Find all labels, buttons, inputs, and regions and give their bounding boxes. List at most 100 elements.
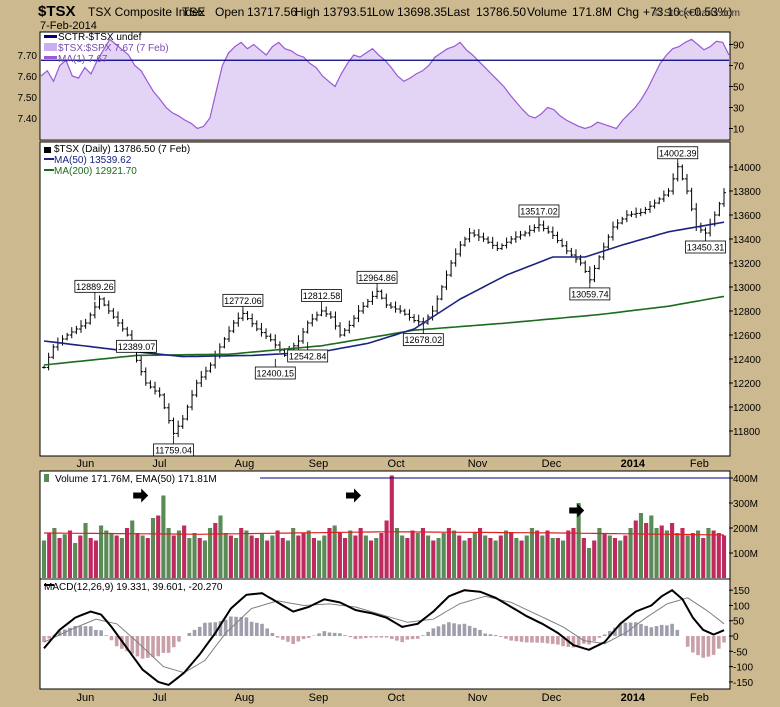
volume-bar	[93, 540, 98, 578]
volume-bar	[285, 540, 291, 578]
volume-bar	[384, 520, 389, 578]
annotation-label: 14002.39	[659, 148, 697, 158]
macd-histogram-bar	[592, 636, 597, 642]
macd-histogram-bar	[452, 623, 456, 637]
ma50-line	[43, 221, 725, 358]
macd-histogram-bar	[421, 635, 425, 637]
month-label: Sep	[309, 458, 329, 470]
volume-bar	[296, 535, 301, 578]
macd-histogram-bar	[504, 636, 508, 639]
macd-histogram-bar	[608, 631, 612, 637]
macd-histogram-bar	[338, 633, 342, 637]
volume-bar	[503, 530, 509, 578]
macd-histogram-bar	[197, 626, 202, 637]
annotation-box	[153, 443, 194, 457]
volume-bar	[176, 530, 182, 578]
macd-histogram-bar	[306, 636, 311, 638]
ratio-legend-swatch	[44, 43, 57, 51]
annotation-box	[74, 279, 116, 293]
volume-bar	[249, 535, 254, 578]
volume-tick-label: 400M	[733, 474, 758, 485]
annotation-label: 12889.26	[76, 282, 114, 292]
macd-histogram-bar	[255, 622, 259, 637]
macd-histogram-bar	[514, 636, 519, 642]
volume-bar	[457, 535, 462, 578]
macd-histogram-bar	[234, 616, 238, 637]
volume-bar	[41, 540, 47, 578]
macd-histogram-bar	[177, 636, 181, 642]
price-legend-swatch	[44, 147, 51, 153]
month-label-bottom: Oct	[388, 692, 405, 704]
ma50-legend-swatch	[44, 158, 54, 160]
volume-bar	[358, 528, 363, 578]
sctr-left-tick-label: 7.60	[18, 72, 38, 83]
macd-histogram-bar	[291, 636, 295, 644]
macd-histogram-bar	[649, 627, 654, 637]
volume-bar	[586, 548, 592, 578]
volume-bar	[197, 538, 202, 578]
volume-legend: Volume 171.76M, EMA(50) 171.81M	[55, 474, 217, 485]
annotation-label: 13517.02	[520, 206, 558, 216]
sctr-right-tick-label: 90	[733, 41, 745, 52]
price-tick-label: 13200	[733, 259, 761, 270]
volume-tick-label: 100M	[733, 549, 758, 560]
ma200-line	[43, 295, 725, 366]
high-value: 13793.51	[323, 5, 373, 19]
macd-tick-label: 100	[733, 601, 750, 612]
macd-histogram-bar	[509, 636, 513, 641]
price-legend-title: $TSX (Daily) 13786.50 (7 Feb)	[54, 144, 190, 155]
volume-bar	[301, 533, 306, 578]
arrow-icon	[569, 503, 585, 518]
annotation-label: 13450.31	[687, 243, 725, 253]
macd-histogram-bar	[218, 620, 223, 637]
volume-bar	[99, 525, 104, 578]
annotation-label: 12964.86	[358, 273, 396, 283]
month-label: Jul	[152, 458, 166, 470]
macd-histogram-bar	[431, 628, 436, 637]
volume-bar	[322, 535, 327, 578]
macd-histogram-bar	[239, 617, 244, 637]
volume-bar	[509, 533, 514, 578]
month-label: Dec	[542, 458, 562, 470]
price-tick-label: 12200	[733, 379, 761, 390]
volume-bar	[156, 515, 161, 578]
volume-bar	[73, 543, 78, 578]
macd-histogram-bar	[426, 631, 430, 637]
macd-histogram-bar	[530, 636, 534, 643]
volume-bar	[612, 538, 618, 578]
price-tick-label: 11800	[733, 427, 761, 438]
macd-histogram-bar	[151, 636, 155, 658]
macd-histogram-bar	[654, 626, 659, 637]
volume-bar	[654, 528, 659, 578]
macd-histogram-bar	[473, 627, 477, 637]
annotation-label: 12389.07	[118, 342, 156, 352]
volume-bar	[379, 533, 384, 578]
volume-bar	[581, 538, 586, 578]
macd-histogram-bar	[447, 622, 451, 637]
macd-histogram-bar	[374, 636, 379, 638]
month-label-bottom: Dec	[542, 692, 562, 704]
volume-tick-label: 300M	[733, 499, 758, 510]
macd-histogram-bar	[665, 625, 669, 637]
sctr-left-tick-label: 7.70	[18, 51, 38, 62]
volume-bar	[462, 540, 467, 578]
volume-bar	[67, 530, 73, 578]
volume-bar	[145, 538, 150, 578]
volume-bar	[208, 528, 213, 578]
price-tick-label: 13800	[733, 187, 761, 198]
macd-panel: 150 100 50 0 -50 -100 -150 MACD(12,26,9) 19.33…	[39, 578, 753, 690]
macd-histogram-bar	[467, 625, 472, 637]
volume-bar	[441, 533, 446, 578]
volume-bar	[607, 535, 612, 578]
volume-bar	[223, 533, 228, 578]
month-label: Nov	[468, 458, 488, 470]
annotation-label: 12772.06	[224, 296, 262, 306]
volume-arrows	[133, 488, 585, 518]
volume-bar	[83, 523, 88, 578]
volume-bar	[254, 538, 259, 578]
macd-histogram-bar	[400, 636, 404, 643]
macd-histogram-bar	[410, 636, 415, 640]
annotation-box	[657, 146, 699, 160]
chart-header: $TSX TSX Composite Index TSE 7-Feb-2014 …	[38, 3, 740, 32]
month-label-bottom: Sep	[309, 692, 329, 704]
